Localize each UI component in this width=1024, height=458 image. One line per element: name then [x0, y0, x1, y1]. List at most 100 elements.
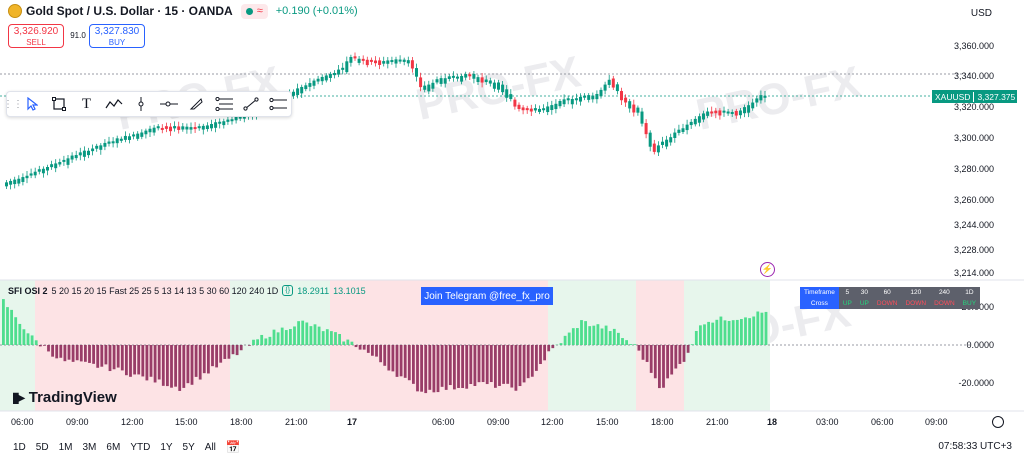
osc-bar: [535, 345, 538, 371]
range-3m[interactable]: 3M: [82, 441, 97, 453]
osc-bar: [563, 335, 567, 345]
range-5d[interactable]: 5D: [35, 441, 49, 453]
osc-zone: [548, 280, 636, 411]
osc-bar: [198, 345, 202, 380]
indicator-legend[interactable]: SFI OSI 2 5 20 15 20 15 Fast 25 25 5 13 …: [8, 285, 366, 296]
candle-body: [538, 108, 541, 112]
market-status-badge[interactable]: ≈: [240, 3, 268, 19]
vertical-line-icon[interactable]: [129, 93, 154, 115]
candle-body: [205, 125, 209, 130]
range-1m[interactable]: 1M: [58, 441, 73, 453]
indicator-value-1: 18.2911: [297, 285, 330, 296]
market-open-icon: [245, 7, 253, 15]
time-axis-label: 03:00: [816, 417, 839, 427]
symbol-title[interactable]: Gold Spot / U.S. Dollar · 15 · OANDA: [26, 4, 233, 18]
candle-body: [673, 132, 677, 138]
telegram-banner[interactable]: Join Telegram @free_fx_pro: [421, 287, 553, 305]
indicator-value-2: 13.1015: [333, 285, 366, 296]
candle-body: [505, 89, 509, 98]
parallel-channel-icon[interactable]: [266, 93, 291, 115]
lightning-icon[interactable]: ⚡: [760, 262, 775, 277]
brush-icon[interactable]: [183, 93, 208, 115]
candle-body: [558, 101, 562, 107]
candle-body: [21, 177, 25, 182]
candle-body: [751, 102, 755, 109]
osc-bar: [170, 345, 173, 388]
osc-bar: [539, 345, 542, 365]
candle-body: [620, 91, 623, 101]
osc-bar: [543, 345, 546, 361]
osc-bar: [407, 345, 411, 381]
osc-bar: [133, 345, 136, 375]
tf-cell: DOWN: [930, 298, 959, 309]
candle-body: [320, 76, 324, 82]
osc-bar: [711, 322, 715, 345]
osc-bar: [268, 336, 272, 345]
rectangle-icon[interactable]: [46, 93, 71, 115]
osc-bar: [92, 345, 95, 364]
range-6m[interactable]: 6M: [106, 441, 121, 453]
osc-bar: [120, 345, 124, 371]
data-wave-icon: ≈: [256, 5, 263, 17]
cursor-icon[interactable]: [19, 93, 44, 115]
price-axis-label: 3,360.000: [953, 41, 994, 51]
settings-icon[interactable]: [992, 416, 1004, 428]
candle-body: [542, 108, 546, 111]
candle-body: [759, 95, 763, 101]
range-1d[interactable]: 1D: [13, 441, 26, 453]
osc-bar: [760, 312, 764, 345]
time-axis-label: 21:00: [285, 417, 308, 427]
calendar-icon[interactable]: 📅: [225, 440, 241, 454]
candle-body: [210, 124, 213, 129]
candle-body: [296, 88, 300, 96]
tradingview-logo[interactable]: ▮▸ TradingView: [12, 389, 117, 406]
osc-bar: [358, 345, 362, 350]
currency-selector[interactable]: USD: [970, 8, 992, 19]
osc-bar: [272, 329, 276, 345]
candle-body: [697, 116, 701, 123]
candle-body: [492, 82, 496, 89]
buy-button[interactable]: 3,327.830 BUY: [89, 24, 145, 48]
last-price: 3,327.375: [973, 91, 1018, 102]
osc-bar: [457, 345, 460, 388]
clock[interactable]: 07:58:33 UTC+3: [938, 441, 1012, 452]
osc-bar: [371, 345, 374, 356]
osc-bar: [47, 345, 50, 352]
candle-body: [624, 97, 628, 103]
braces-icon[interactable]: {}: [282, 285, 294, 296]
fib-icon[interactable]: [211, 93, 236, 115]
osc-bar: [608, 331, 612, 345]
osc-bar: [559, 343, 563, 345]
osc-bar: [194, 345, 198, 377]
candle-body: [685, 124, 689, 131]
path-icon[interactable]: [101, 93, 126, 115]
sell-button[interactable]: 3,326.920 SELL: [8, 24, 64, 48]
price-axis-label: 3,300.000: [953, 133, 994, 143]
time-axis-label: 09:00: [487, 417, 510, 427]
time-axis-label: 17: [347, 417, 358, 427]
horizontal-ray-icon[interactable]: [156, 93, 181, 115]
osc-bar: [658, 345, 661, 389]
candle-body: [345, 61, 349, 73]
osc-bar: [485, 345, 489, 385]
osc-bar: [645, 345, 649, 362]
text-icon[interactable]: T: [81, 95, 92, 112]
osc-bar: [342, 341, 346, 345]
candle-body: [406, 60, 410, 64]
osc-bar: [514, 345, 518, 391]
candle-body: [214, 122, 218, 128]
osc-bar: [252, 339, 255, 345]
price-axis-label: 3,244.000: [953, 220, 994, 230]
range-ytd[interactable]: YTD: [130, 441, 151, 453]
osc-bar: [719, 316, 723, 345]
osc-bar: [38, 345, 42, 347]
osc-bar: [313, 324, 317, 345]
line-icon[interactable]: [238, 93, 263, 115]
candle-body: [156, 126, 160, 129]
range-all[interactable]: All: [204, 441, 216, 453]
osc-bar: [190, 345, 194, 385]
range-5y[interactable]: 5Y: [182, 441, 195, 453]
grip-icon[interactable]: ⋮⋮: [3, 98, 23, 110]
range-1y[interactable]: 1Y: [160, 441, 173, 453]
